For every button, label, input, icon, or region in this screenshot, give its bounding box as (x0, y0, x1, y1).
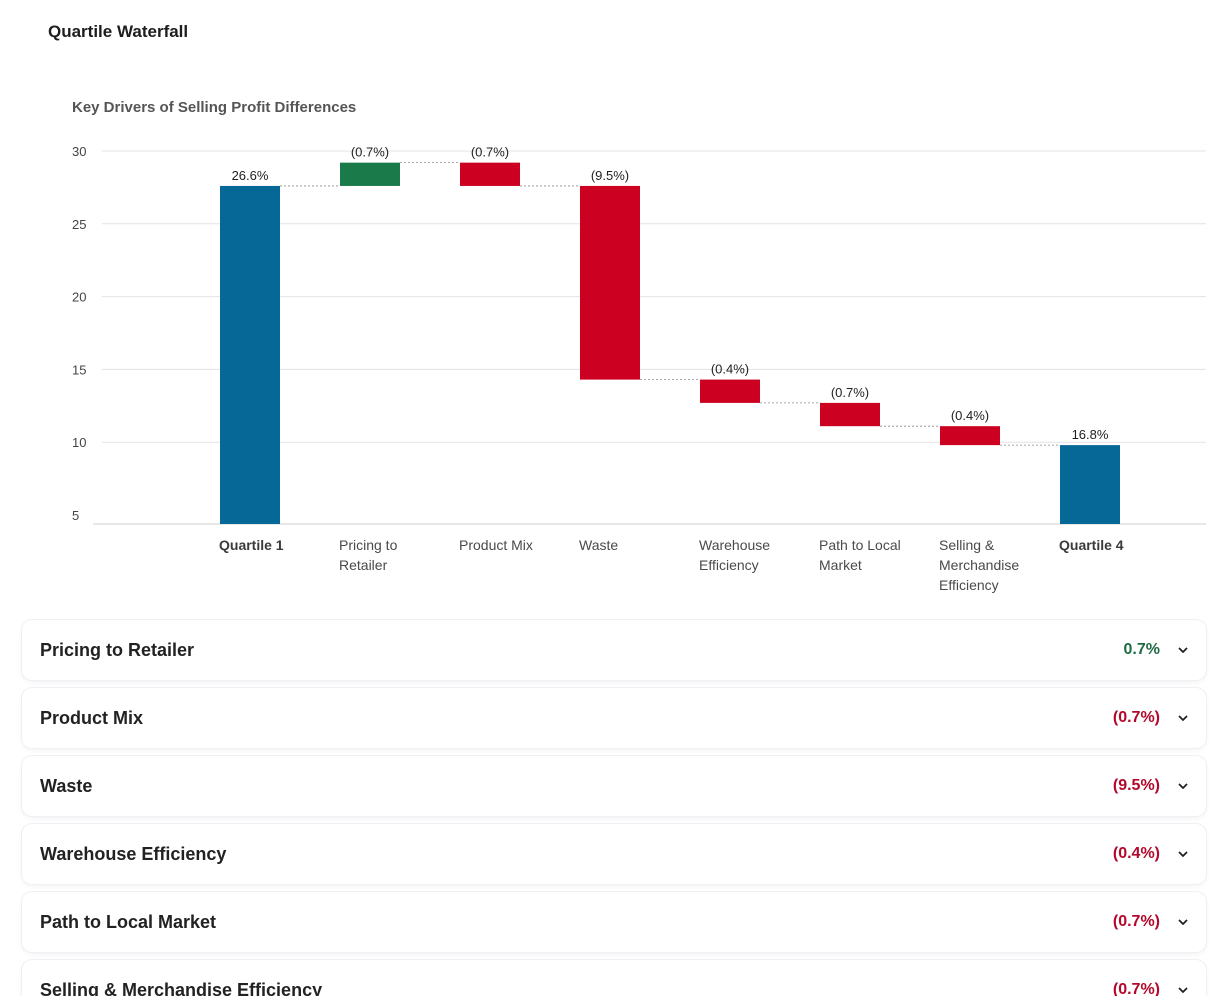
x-category-label: Warehouse Efficiency (699, 537, 770, 573)
chevron-down-icon[interactable] (1176, 779, 1190, 793)
y-tick-label: 25 (72, 217, 86, 232)
chevron-down-icon[interactable] (1176, 643, 1190, 657)
x-category-label: Path to Local Market (819, 537, 901, 573)
chevron-down-icon[interactable] (1176, 983, 1190, 996)
accordion-item-value: 0.7% (1123, 641, 1160, 658)
accordion-item-value: (0.7%) (1112, 913, 1160, 930)
waterfall-bar (340, 162, 400, 186)
accordion-item-label: Selling & Merchandise Efficiency (40, 979, 323, 996)
bar-value-label: (9.5%) (591, 168, 629, 183)
accordion-item[interactable]: Selling & Merchandise Efficiency (0.7%) (22, 960, 1206, 996)
chevron-down-icon[interactable] (1176, 847, 1190, 861)
waterfall-bar (460, 162, 520, 186)
accordion-item-value: (0.7%) (1112, 981, 1160, 996)
chevron-down-icon[interactable] (1176, 915, 1190, 929)
accordion-item[interactable]: Path to Local Market (0.7%) (22, 892, 1206, 952)
bar-value-label: 26.6% (232, 168, 269, 183)
accordion-item-value: (0.4%) (1112, 845, 1160, 862)
accordion-item-label: Warehouse Efficiency (40, 843, 227, 864)
accordion-item-value: (0.7%) (1112, 709, 1160, 726)
accordion-item-value: (9.5%) (1112, 777, 1160, 794)
bar-value-label: (0.7%) (471, 145, 509, 160)
card-title: Quartile Waterfall (48, 22, 189, 41)
accordion-item[interactable]: Waste (9.5%) (22, 756, 1206, 816)
accordion-item-label: Product Mix (40, 707, 144, 728)
x-category-label: Waste (579, 537, 618, 553)
y-tick-label: 15 (72, 362, 86, 377)
accordion-item[interactable]: Product Mix (0.7%) (22, 688, 1206, 748)
y-tick-label: 30 (72, 144, 86, 159)
y-tick-label: 10 (72, 435, 86, 450)
bar-value-label: (0.7%) (831, 385, 869, 400)
waterfall-bar (1060, 445, 1120, 524)
accordion-item-label: Pricing to Retailer (40, 639, 195, 660)
waterfall-chart: Key Drivers of Selling Profit Difference… (72, 99, 1206, 593)
waterfall-bar (700, 379, 760, 403)
chart-title: Key Drivers of Selling Profit Difference… (72, 99, 356, 116)
x-category-label: Pricing to Retailer (339, 537, 398, 573)
waterfall-bar (820, 402, 880, 427)
bar-value-label: 16.8% (1072, 427, 1109, 442)
accordion-item[interactable]: Warehouse Efficiency (0.4%) (22, 824, 1206, 884)
waterfall-bar (220, 185, 280, 524)
x-category-label: Selling & Merchandise Efficiency (939, 537, 1019, 593)
waterfall-bar (580, 185, 640, 380)
driver-accordion: Pricing to Retailer 0.7% Product Mix (0.7%)… (22, 620, 1206, 996)
bar-value-label: (0.4%) (711, 362, 749, 377)
y-tick-label: 20 (72, 290, 86, 305)
bar-value-label: (0.4%) (951, 408, 989, 423)
bar-value-label: (0.7%) (351, 145, 389, 160)
x-category-label: Product Mix (459, 537, 533, 553)
accordion-item-label: Path to Local Market (40, 911, 217, 932)
chevron-down-icon[interactable] (1176, 711, 1190, 725)
waterfall-bar (940, 426, 1000, 446)
y-tick-label: 5 (72, 508, 79, 523)
x-category-label: Quartile 1 (219, 537, 284, 553)
x-category-label: Quartile 4 (1059, 537, 1124, 553)
accordion-item[interactable]: Pricing to Retailer 0.7% (22, 620, 1206, 680)
waterfall-chart-svg: Key Drivers of Selling Profit Difference… (72, 99, 1206, 593)
accordion-item-label: Waste (40, 775, 93, 796)
